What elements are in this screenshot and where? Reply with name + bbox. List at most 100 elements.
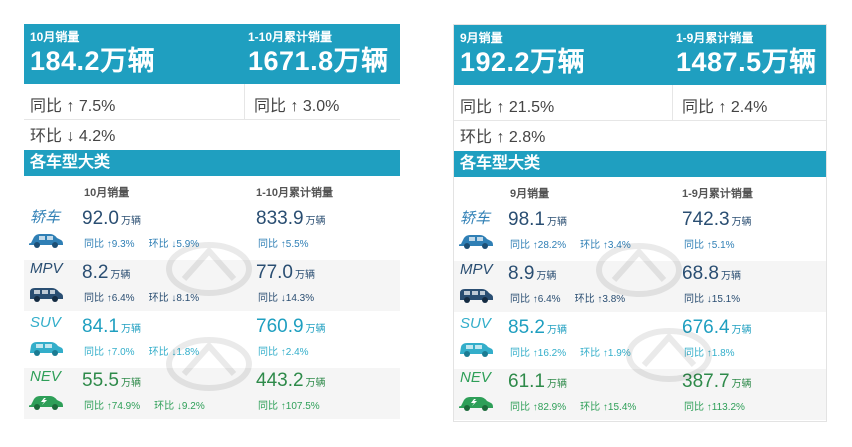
period-mom-change: 环比 ↓5.9% [148, 239, 200, 250]
unit-label: 万辆 [305, 378, 326, 389]
mpv-icon [460, 289, 493, 303]
period-yoy: 同比 ↑ 7.5% [30, 98, 116, 115]
unit-label: 万辆 [110, 270, 131, 281]
unit-label: 万辆 [720, 271, 741, 282]
unit-label: 万辆 [546, 379, 567, 390]
suv-icon [30, 342, 63, 356]
period-mom-change: 环比 ↓1.8% [148, 347, 200, 358]
cumulative-yoy: 同比 ↑ 2.4% [682, 99, 768, 116]
table-row: 轿车 98.1 万辆 同比 ↑28.2% 环比 ↑3.4% 742.3 万辆 同比 ↑… [454, 207, 826, 258]
period-mom-change: 环比 ↑3.4% [580, 240, 631, 251]
cumulative-yoy: 同比 ↑ 3.0% [254, 98, 340, 115]
table-row: SUV 84.1 万辆 同比 ↑7.0% 环比 ↓1.8% 760.9 万辆 同比 ↑… [24, 314, 400, 365]
table-row: MPV 8.2 万辆 同比 ↑6.4% 环比 ↓8.1% 77.0 万辆 同比 ↓14… [24, 260, 400, 311]
table-row: NEV 61.1 万辆 同比 ↑82.9% 环比 ↑15.4% 387.7 万辆 同比… [454, 369, 826, 420]
unit-label: 万辆 [731, 379, 752, 390]
summary-header: 9月销量 192.2万辆 1-9月累计销量 1487.5万辆 [454, 25, 826, 85]
period-yoy-change: 同比 ↑28.2% [510, 240, 567, 251]
vehicle-type-label: SUV [30, 314, 61, 331]
table-row: 轿车 92.0 万辆 同比 ↑9.3% 环比 ↓5.9% 833.9 万辆 同比 ↑5… [24, 206, 400, 257]
period-yoy: 同比 ↑ 21.5% [460, 99, 555, 116]
sedan-icon [459, 235, 493, 249]
vehicle-type-label: MPV [460, 261, 493, 278]
cumulative-yoy-change: 同比 ↓15.1% [684, 294, 741, 305]
unit-label: 万辆 [731, 217, 752, 228]
unit-label: 万辆 [305, 216, 326, 227]
summary-header: 10月销量 184.2万辆 1-10月累计销量 1671.8万辆 [24, 24, 400, 84]
cumulative-value: 1487.5万辆 [676, 47, 817, 77]
period-label: 9月销量 [460, 31, 503, 45]
column-header-cumulative: 1-9月累计销量 [682, 188, 753, 200]
period-label: 10月销量 [30, 30, 80, 44]
mpv-icon [30, 288, 63, 302]
period-yoy-change: 同比 ↑7.0% [84, 347, 135, 358]
period-value: 192.2万辆 [460, 47, 586, 77]
period-sales-value: 85.2 [508, 317, 545, 338]
cumulative-sales-value: 443.2 [256, 370, 304, 391]
vehicle-type-label: NEV [30, 368, 61, 385]
period-yoy-change: 同比 ↑74.9% [84, 401, 141, 412]
september-sales-panel: 9月销量 192.2万辆 1-9月累计销量 1487.5万辆 同比 ↑ 21.5… [453, 24, 827, 422]
divider [24, 119, 400, 120]
vehicle-type-label: MPV [30, 260, 63, 277]
cumulative-yoy-change: 同比 ↑113.2% [684, 402, 745, 413]
period-sales-value: 8.9 [508, 263, 535, 284]
period-summary: 9月销量 192.2万辆 [460, 31, 585, 79]
unit-label: 万辆 [120, 378, 141, 389]
sedan-icon [29, 234, 63, 248]
cumulative-sales-value: 77.0 [256, 262, 293, 283]
cumulative-label: 1-9月累计销量 [676, 31, 754, 45]
divider [244, 84, 245, 119]
cumulative-yoy-change: 同比 ↑5.5% [258, 239, 309, 250]
period-mom-change: 环比 ↑3.8% [574, 294, 626, 305]
divider [672, 85, 673, 120]
period-sales-value: 8.2 [82, 262, 109, 283]
watermark-logo [626, 328, 712, 382]
nev-icon [459, 397, 493, 411]
cumulative-sales-value: 833.9 [256, 208, 304, 229]
cumulative-yoy-change: 同比 ↑2.4% [258, 347, 309, 358]
period-mom-change: 环比 ↑15.4% [580, 402, 637, 413]
cumulative-sales-value: 760.9 [256, 316, 304, 337]
unit-label: 万辆 [294, 270, 315, 281]
cumulative-sales-value: 742.3 [682, 209, 730, 230]
cumulative-summary: 1-9月累计销量 1487.5万辆 [676, 31, 817, 79]
period-yoy-change: 同比 ↑9.3% [84, 239, 135, 250]
vehicle-type-label: SUV [460, 315, 491, 332]
period-sales-value: 98.1 [508, 209, 545, 230]
october-sales-panel: 10月销量 184.2万辆 1-10月累计销量 1671.8万辆 同比 ↑ 7.… [24, 24, 400, 424]
watermark-logo [166, 337, 252, 391]
unit-label: 万辆 [546, 217, 567, 228]
cumulative-yoy-change: 同比 ↓14.3% [258, 293, 315, 304]
suv-icon [460, 343, 493, 357]
cumulative-sales-value: 387.7 [682, 371, 730, 392]
table-row: SUV 85.2 万辆 同比 ↑16.2% 环比 ↑1.9% 676.4 万辆 同比 … [454, 315, 826, 366]
cumulative-sales-value: 68.8 [682, 263, 719, 284]
watermark-logo [596, 243, 682, 297]
period-sales-value: 61.1 [508, 371, 545, 392]
cumulative-value: 1671.8万辆 [248, 46, 389, 76]
section-title: 各车型大类 [454, 151, 826, 177]
cumulative-sales-value: 676.4 [682, 317, 730, 338]
table-row: NEV 55.5 万辆 同比 ↑74.9% 环比 ↓9.2% 443.2 万辆 同比 … [24, 368, 400, 419]
column-header-period: 10月销量 [84, 187, 130, 199]
unit-label: 万辆 [120, 216, 141, 227]
table-row: MPV 8.9 万辆 同比 ↑6.4% 环比 ↑3.8% 68.8 万辆 同比 ↓15… [454, 261, 826, 312]
cumulative-yoy-change: 同比 ↑1.8% [684, 348, 735, 359]
period-value: 184.2万辆 [30, 46, 156, 76]
column-header-period: 9月销量 [510, 188, 550, 200]
period-yoy-change: 同比 ↑82.9% [510, 402, 567, 413]
unit-label: 万辆 [731, 325, 752, 336]
period-yoy-change: 同比 ↑6.4% [84, 293, 135, 304]
period-sales-value: 84.1 [82, 316, 119, 337]
unit-label: 万辆 [536, 271, 557, 282]
vehicle-type-label: NEV [460, 369, 491, 386]
period-yoy-change: 同比 ↑16.2% [510, 348, 567, 359]
vehicle-type-label: 轿车 [30, 209, 61, 226]
vehicle-type-label: 轿车 [460, 210, 491, 227]
period-mom-change: 环比 ↓9.2% [154, 401, 205, 412]
cumulative-yoy-change: 同比 ↑5.1% [684, 240, 735, 251]
period-mom-change: 环比 ↑1.9% [580, 348, 631, 359]
unit-label: 万辆 [546, 325, 567, 336]
period-summary: 10月销量 184.2万辆 [30, 30, 155, 78]
